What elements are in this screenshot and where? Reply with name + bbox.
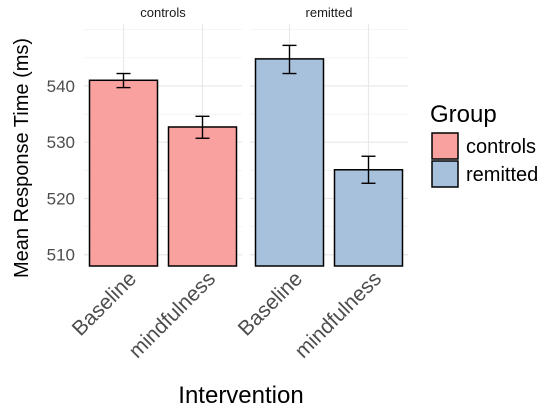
bar-remitted-mindfulness — [335, 170, 403, 266]
x-axis-label: Intervention — [178, 382, 303, 409]
legend-label-controls: controls — [466, 136, 536, 158]
facet-label-remitted: remitted — [306, 5, 353, 20]
y-tick-label: 540 — [47, 77, 75, 96]
y-axis-label: Mean Response Time (ms) — [11, 38, 33, 278]
y-axis: 510 520 530 540 — [47, 77, 75, 265]
legend: Group controls remitted — [430, 101, 538, 187]
facet-label-controls: controls — [140, 5, 186, 20]
y-tick-label: 520 — [47, 189, 75, 208]
legend-title: Group — [430, 101, 497, 128]
facet-panels: controlsBaselinemindfulnessremittedBasel… — [68, 5, 408, 363]
bar-controls-mindfulness — [169, 127, 237, 266]
legend-key-remitted — [432, 161, 458, 187]
legend-key-controls — [432, 133, 458, 159]
y-tick-label: 510 — [47, 246, 75, 265]
y-tick-label: 530 — [47, 133, 75, 152]
x-tick-label-remitted-Baseline: Baseline — [234, 267, 307, 340]
legend-label-remitted: remitted — [466, 164, 538, 186]
bar-controls-Baseline — [90, 80, 158, 266]
bar-remitted-Baseline — [256, 59, 324, 266]
x-tick-label-controls-Baseline: Baseline — [68, 267, 141, 340]
